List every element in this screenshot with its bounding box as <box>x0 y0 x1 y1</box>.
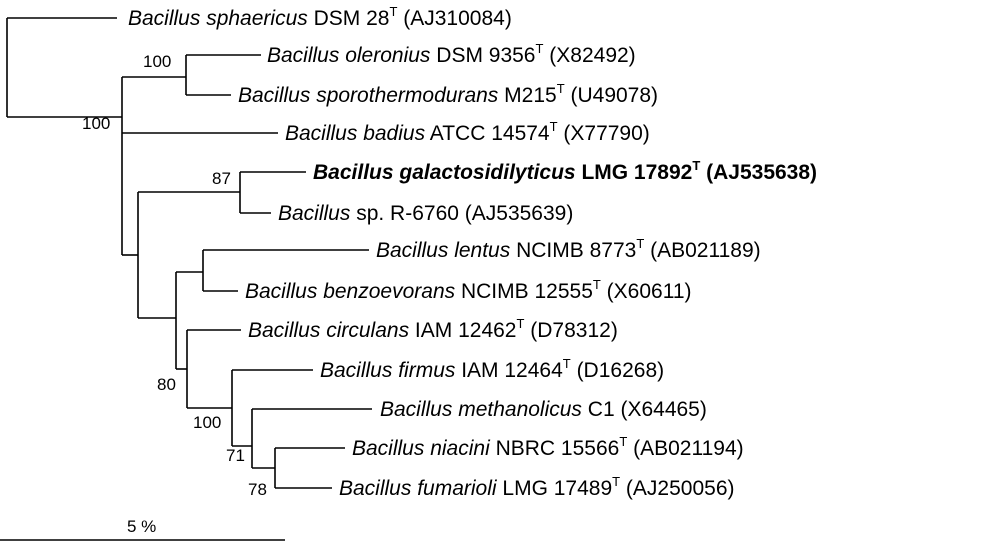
taxon-labels: Bacillus sphaericus DSM 28T (AJ310084)Ba… <box>128 4 817 500</box>
bootstrap-value-methanolicus-group: 71 <box>226 446 245 465</box>
taxon-strain: NCIMB 8773 <box>510 239 636 262</box>
taxon-accession: (D16268) <box>571 359 664 382</box>
bootstrap-value-oleronius-sporothermodurans: 100 <box>143 52 171 71</box>
taxon-strain: ATCC 14574 <box>425 122 550 145</box>
taxon-genus: Bacillus <box>352 437 430 460</box>
taxon-strain: LMG 17892 <box>576 161 693 184</box>
taxon-species: niacini <box>430 437 491 460</box>
taxon-label-fumarioli: Bacillus fumarioli LMG 17489T (AJ250056) <box>339 474 735 500</box>
taxon-genus: Bacillus <box>248 319 326 342</box>
taxon-accession: (D78312) <box>524 319 617 342</box>
bootstrap-value-ingroup: 100 <box>82 114 110 133</box>
taxon-strain: IAM 12462 <box>409 319 516 342</box>
taxon-accession: (AJ250056) <box>620 477 734 500</box>
taxon-species: sp. <box>356 202 384 225</box>
taxon-genus: Bacillus <box>267 44 345 67</box>
taxon-accession: (X82492) <box>543 44 635 67</box>
type-strain-mark: T <box>593 277 601 292</box>
bootstrap-value-galactosidilyticus-r6760: 87 <box>212 169 231 188</box>
taxon-species: methanolicus <box>458 398 582 421</box>
taxon-genus: Bacillus <box>376 239 454 262</box>
scale-bar: 5 % <box>0 517 285 541</box>
taxon-strain: C1 <box>582 398 615 421</box>
taxon-label-badius: Bacillus badius ATCC 14574T (X77790) <box>285 119 650 145</box>
taxon-species: circulans <box>326 319 409 342</box>
taxon-genus: Bacillus <box>278 202 356 225</box>
bootstrap-value-niacini-fumarioli: 78 <box>248 480 267 499</box>
taxon-species: fumarioli <box>417 477 498 500</box>
taxon-species: lentus <box>454 239 511 262</box>
taxon-accession: (X64465) <box>615 398 707 421</box>
type-strain-mark: T <box>389 4 397 19</box>
scale-bar-label: 5 % <box>127 517 156 536</box>
taxon-label-sphaericus: Bacillus sphaericus DSM 28T (AJ310084) <box>128 4 512 30</box>
taxon-accession: (AB021194) <box>627 437 743 460</box>
taxon-label-benzoevorans: Bacillus benzoevorans NCIMB 12555T (X606… <box>245 277 692 303</box>
taxon-label-galactosidilyticus: Bacillus galactosidilyticus LMG 17892T (… <box>313 158 817 184</box>
type-strain-mark: T <box>612 474 620 489</box>
type-strain-mark: T <box>516 316 524 331</box>
bootstrap-value-firmus-group: 100 <box>193 413 221 432</box>
taxon-label-oleronius: Bacillus oleronius DSM 9356T (X82492) <box>267 41 636 67</box>
tree-branches <box>6 17 372 489</box>
bootstrap-value-circulans-firmus-group: 80 <box>157 375 176 394</box>
taxon-species: oleronius <box>345 44 431 67</box>
type-strain-mark: T <box>636 236 644 251</box>
taxon-strain: NCIMB 12555 <box>455 280 593 303</box>
type-strain-mark: T <box>692 158 700 173</box>
taxon-strain: NBRC 15566 <box>490 437 620 460</box>
taxon-genus: Bacillus <box>128 7 206 30</box>
taxon-genus: Bacillus <box>238 84 316 107</box>
type-strain-mark: T <box>563 356 571 371</box>
taxon-genus: Bacillus <box>285 122 363 145</box>
taxon-strain: M215 <box>498 84 556 107</box>
taxon-species: firmus <box>398 359 456 382</box>
type-strain-mark: T <box>536 41 544 56</box>
taxon-strain: DSM 28 <box>308 7 390 30</box>
taxon-label-methanolicus: Bacillus methanolicus C1 (X64465) <box>380 398 707 421</box>
taxon-strain: R-6760 <box>384 202 459 225</box>
taxon-strain: IAM 12464 <box>455 359 563 382</box>
taxon-genus: Bacillus <box>380 398 458 421</box>
taxon-genus: Bacillus <box>320 359 398 382</box>
taxon-species: benzoevorans <box>323 280 455 303</box>
type-strain-mark: T <box>550 119 558 134</box>
taxon-accession: (AJ535638) <box>700 161 817 184</box>
taxon-accession: (X60611) <box>601 280 692 303</box>
taxon-strain: DSM 9356 <box>430 44 535 67</box>
taxon-label-lentus: Bacillus lentus NCIMB 8773T (AB021189) <box>376 236 761 262</box>
taxon-accession: (X77790) <box>558 122 650 145</box>
taxon-accession: (AB021189) <box>644 239 760 262</box>
taxon-species: galactosidilyticus <box>398 161 575 184</box>
taxon-label-niacini: Bacillus niacini NBRC 15566T (AB021194) <box>352 434 744 460</box>
taxon-label-circulans: Bacillus circulans IAM 12462T (D78312) <box>248 316 618 342</box>
taxon-label-firmus: Bacillus firmus IAM 12464T (D16268) <box>320 356 664 382</box>
taxon-genus: Bacillus <box>245 280 323 303</box>
type-strain-mark: T <box>557 81 565 96</box>
type-strain-mark: T <box>619 434 627 449</box>
taxon-accession: (AJ310084) <box>397 7 511 30</box>
taxon-genus: Bacillus <box>339 477 417 500</box>
taxon-genus: Bacillus <box>313 161 399 184</box>
taxon-species: sporothermodurans <box>316 84 499 107</box>
taxon-accession: (U49078) <box>565 84 658 107</box>
taxon-species: badius <box>363 122 425 145</box>
taxon-species: sphaericus <box>206 7 308 30</box>
taxon-label-r6760: Bacillus sp. R-6760 (AJ535639) <box>278 202 573 225</box>
taxon-strain: LMG 17489 <box>497 477 613 500</box>
taxon-label-sporothermodurans: Bacillus sporothermodurans M215T (U49078… <box>238 81 658 107</box>
taxon-accession: (AJ535639) <box>459 202 573 225</box>
